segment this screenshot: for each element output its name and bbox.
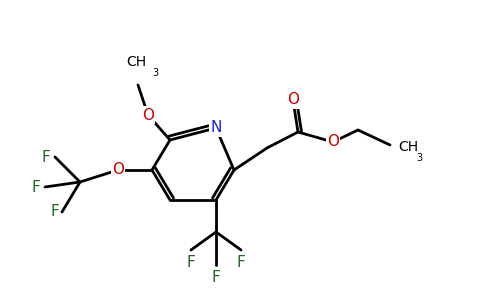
Text: CH: CH [398, 140, 418, 154]
Text: F: F [41, 149, 50, 164]
Text: O: O [327, 134, 339, 149]
Text: O: O [287, 92, 299, 107]
Text: 3: 3 [416, 153, 422, 163]
Text: F: F [187, 255, 196, 270]
Text: F: F [237, 255, 245, 270]
Text: N: N [211, 121, 222, 136]
Text: 3: 3 [152, 68, 158, 78]
Text: CH: CH [126, 55, 146, 69]
Text: O: O [112, 163, 124, 178]
Text: F: F [50, 205, 59, 220]
Text: F: F [31, 179, 40, 194]
Text: O: O [142, 107, 154, 122]
Text: F: F [212, 270, 220, 285]
